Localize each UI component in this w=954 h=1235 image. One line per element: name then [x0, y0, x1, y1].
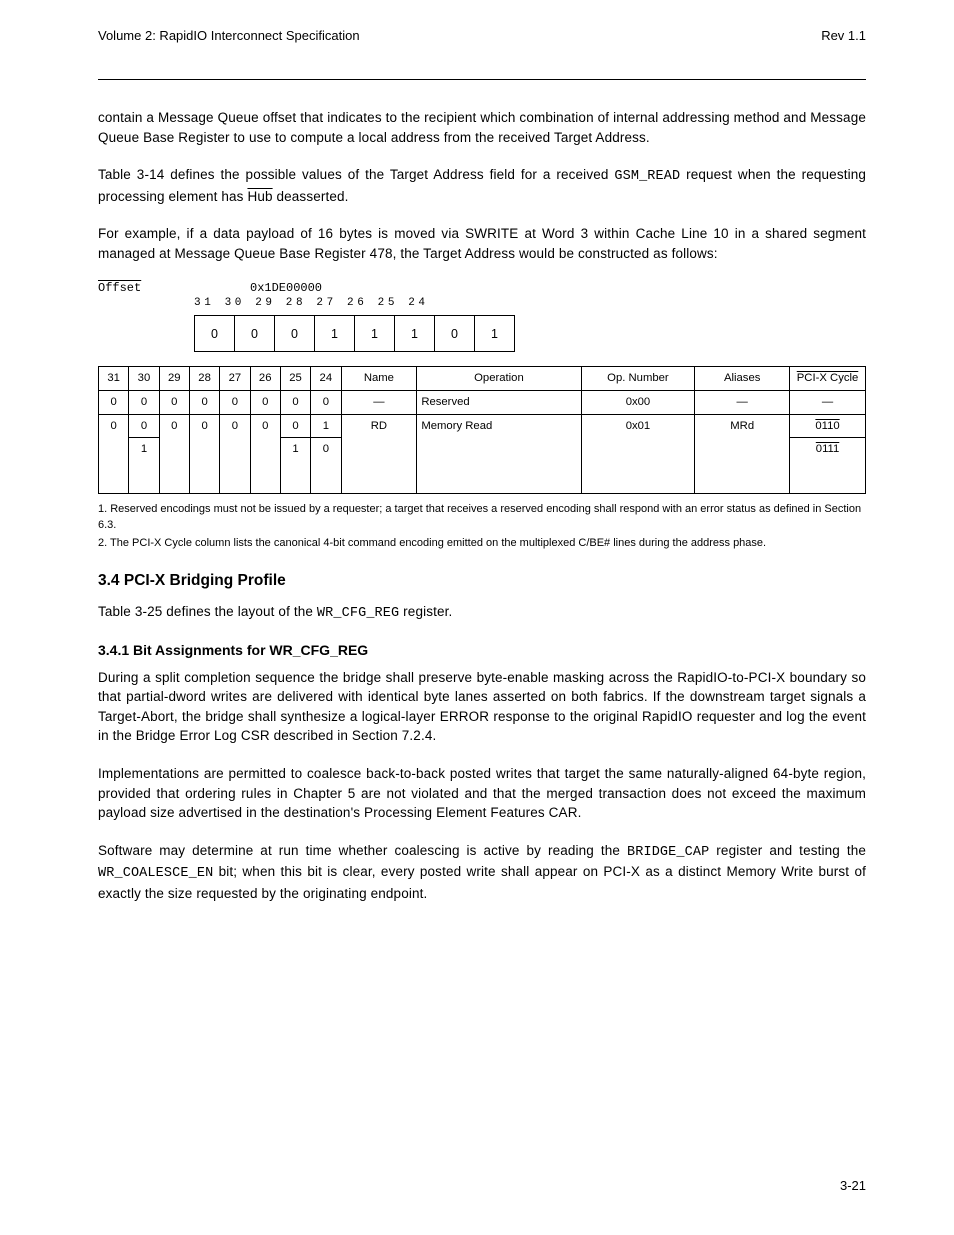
paragraph-after-3: Software may determine at run time wheth… [98, 841, 866, 904]
hdr-bit: 31 [99, 367, 129, 391]
hdr-bit: 30 [129, 367, 159, 391]
cell-bit: 0 [280, 391, 310, 415]
h4p-pre: Table 3-25 defines the layout of the [98, 604, 317, 619]
cell-bit: 0 [311, 438, 341, 494]
cell-opnum: 0x01 [581, 414, 695, 494]
bitbox-cell: 1 [475, 316, 515, 352]
bitbox-cell: 1 [395, 316, 435, 352]
bitbox-cell: 1 [355, 316, 395, 352]
p-a3-code2: WR_COALESCE_EN [98, 866, 213, 881]
cell-op: Memory Read [417, 414, 581, 494]
cell-op: Reserved [417, 391, 581, 415]
cell-name: — [341, 391, 417, 415]
heading-3-4: 3.4 PCI-X Bridging Profile [98, 572, 866, 590]
cell-bit: 0 [220, 414, 250, 494]
bitbox-table: 0 0 0 1 1 1 0 1 [194, 315, 515, 352]
p-a3-mid: register and testing the [716, 843, 866, 858]
hdr-name: Name [341, 367, 417, 391]
hdr-bit: 25 [280, 367, 310, 391]
table-row-header: 31 30 29 28 27 26 25 24 Name Operation O… [99, 367, 866, 391]
footnote-2: 2. The PCI-X Cycle column lists the cano… [98, 536, 866, 552]
paragraph-after-2: Implementations are permitted to coalesc… [98, 764, 866, 823]
cell-pci-text: 0110 [815, 420, 839, 432]
p-a3-post: bit; when this bit is clear, every poste… [98, 864, 866, 901]
cell-aliases: — [695, 391, 790, 415]
cell-bit: 1 [129, 438, 159, 494]
p-a3-code1: BRIDGE_CAP [627, 845, 709, 860]
bitbox-bitnums: 31 30 29 28 27 26 25 24 [194, 297, 866, 309]
cell-bit: 0 [129, 391, 159, 415]
cell-bit: 0 [159, 414, 189, 494]
hdr-bit: 29 [159, 367, 189, 391]
page-number: 3-21 [840, 1178, 866, 1193]
cell-bit: 0 [311, 391, 341, 415]
cell-bit: 0 [189, 414, 219, 494]
p2-hub-overline: Hub [247, 189, 272, 204]
cell-pci-text: 0111 [816, 443, 839, 455]
p2-code: GSM_READ [614, 169, 680, 184]
hdr-bit: 27 [220, 367, 250, 391]
bitbox-desc: 0x1DE00000 [250, 281, 322, 295]
hdr-bit: 28 [189, 367, 219, 391]
paragraph-after-1: During a split completion sequence the b… [98, 668, 866, 746]
bitbox-cell: 0 [275, 316, 315, 352]
cell-bit: 0 [129, 414, 159, 438]
cell-bit: 0 [159, 391, 189, 415]
hdr-pci-text: PCI‑X Cycle [797, 372, 859, 384]
cell-bit: 0 [250, 414, 280, 494]
cell-bit: 0 [99, 414, 129, 494]
cell-bit: 1 [280, 438, 310, 494]
bitbox-label: Offset [98, 281, 194, 295]
hdr-bit: 24 [311, 367, 341, 391]
h4p-code: WR_CFG_REG [317, 606, 399, 621]
bitbox-cell: 0 [195, 316, 235, 352]
cell-bit: 0 [99, 391, 129, 415]
hdr-pci: PCI‑X Cycle [790, 367, 866, 391]
hdr-op: Operation [417, 367, 581, 391]
bitbox-cell: 0 [435, 316, 475, 352]
table-footnotes: 1. Reserved encodings must not be issued… [98, 502, 866, 552]
running-header: Volume 2: RapidIO Interconnect Specifica… [98, 28, 866, 43]
cell-aliases: MRd [695, 414, 790, 494]
heading-3-4-1: 3.4.1 Bit Assignments for WR_CFG_REG [98, 642, 866, 658]
hdr-opnum: Op. Number [581, 367, 695, 391]
hdr-aliases: Aliases [695, 367, 790, 391]
p-a3-pre: Software may determine at run time wheth… [98, 843, 627, 858]
cell-bit: 0 [250, 391, 280, 415]
cell-name: RD [341, 414, 417, 494]
cell-bit: 1 [311, 414, 341, 438]
cell-bit: 0 [189, 391, 219, 415]
header-left: Volume 2: RapidIO Interconnect Specifica… [98, 28, 360, 43]
opcode-table: 31 30 29 28 27 26 25 24 Name Operation O… [98, 366, 866, 494]
p2-pre: Table 3-14 defines the possible values o… [98, 167, 609, 182]
paragraph-3: For example, if a data payload of 16 byt… [98, 224, 866, 263]
paragraph-1: contain a Message Queue offset that indi… [98, 108, 866, 147]
hdr-bit: 26 [250, 367, 280, 391]
cell-opnum: 0x00 [581, 391, 695, 415]
paragraph-h4: Table 3-25 defines the layout of the WR_… [98, 602, 866, 624]
bitbox-row: 0 0 0 1 1 1 0 1 [195, 316, 515, 352]
cell-bit: 0 [220, 391, 250, 415]
header-rule [98, 79, 866, 80]
table-row: 0 0 0 0 0 0 0 0 — Reserved 0x00 — — [99, 391, 866, 415]
cell-pci: 0110 [790, 414, 866, 438]
footnote-1: 1. Reserved encodings must not be issued… [98, 502, 866, 534]
bitbox-cell: 0 [235, 316, 275, 352]
paragraph-2: Table 3-14 defines the possible values o… [98, 165, 866, 206]
bitbox-cell: 1 [315, 316, 355, 352]
page: Volume 2: RapidIO Interconnect Specifica… [0, 0, 954, 903]
cell-pci: — [790, 391, 866, 415]
h4p-post: register. [403, 604, 452, 619]
table-row: 0 0 0 0 0 0 0 1 RD Memory Read 0x01 MRd … [99, 414, 866, 438]
p2-post: deasserted. [277, 189, 349, 204]
bitbox-caption: Offset 0x1DE00000 [98, 281, 866, 295]
cell-bit: 0 [280, 414, 310, 438]
cell-pci: 0111 [790, 438, 866, 494]
header-right: Rev 1.1 [821, 28, 866, 43]
